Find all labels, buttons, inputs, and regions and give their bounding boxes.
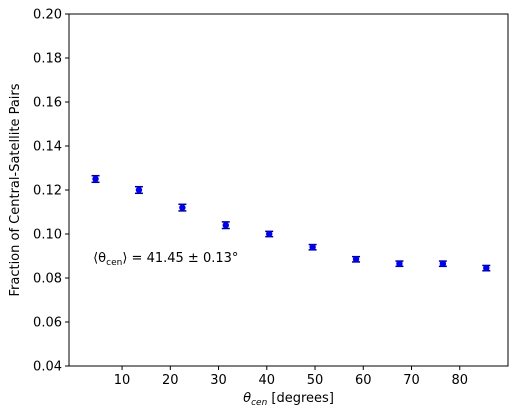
x-tick-label: 10: [114, 373, 131, 388]
x-tick-label: 20: [162, 373, 179, 388]
y-tick-label: 0.16: [33, 96, 62, 111]
points-layer: [91, 174, 491, 272]
x-tick-label: 40: [259, 373, 276, 388]
x-tick-label: 50: [307, 373, 324, 388]
point-marker: [352, 256, 360, 263]
data-point: [395, 260, 404, 268]
x-axis-label-rest: [degrees]: [267, 391, 334, 406]
x-tick-label: 30: [210, 373, 227, 388]
point-marker: [309, 244, 316, 251]
point-marker: [135, 186, 143, 194]
data-point: [265, 230, 274, 238]
y-tick-label: 0.12: [33, 184, 62, 199]
ticks-layer: 10 20 30 40 50 60 70 80 0.04 0.06 0.08 0.10 0.12 0.14…: [33, 8, 468, 389]
y-axis-label: Fraction of Central-Satellite Pairs: [8, 83, 23, 296]
x-axis-label: θcen [degrees]: [243, 391, 334, 408]
data-point: [221, 221, 230, 230]
point-marker: [483, 264, 490, 272]
y-tick-label: 0.04: [33, 360, 62, 375]
point-marker: [266, 230, 273, 238]
y-tick-label: 0.10: [33, 228, 62, 243]
y-tick-label: 0.08: [33, 272, 62, 287]
data-point: [438, 260, 447, 268]
data-point: [308, 243, 317, 251]
data-point: [91, 174, 100, 184]
point-marker: [92, 175, 99, 183]
point-marker: [179, 204, 186, 211]
x-axis-label-main: θ: [243, 391, 251, 406]
x-tick-label: 80: [451, 373, 468, 388]
annotation-open: ⟨θ: [93, 251, 106, 266]
x-axis-label-subscript: cen: [251, 398, 267, 408]
data-point: [178, 203, 187, 212]
y-tick-label: 0.06: [33, 316, 62, 331]
y-tick-label: 0.20: [33, 8, 62, 23]
annotation-mean-theta: ⟨θcen⟩ = 41.45 ± 0.13°: [93, 251, 238, 268]
data-point: [352, 255, 361, 263]
y-tick-label: 0.18: [33, 52, 62, 67]
annotation-subscript: cen: [106, 258, 122, 268]
y-tick-label: 0.14: [33, 140, 62, 155]
annotation-close: ⟩ = 41.45 ± 0.13°: [122, 251, 238, 266]
point-marker: [222, 222, 229, 229]
data-point: [134, 185, 143, 195]
point-marker: [396, 260, 403, 267]
point-marker: [439, 260, 447, 267]
plot-frame: [68, 13, 509, 367]
x-tick-label: 60: [355, 373, 372, 388]
x-tick-label: 70: [403, 373, 420, 388]
data-point: [482, 264, 491, 272]
